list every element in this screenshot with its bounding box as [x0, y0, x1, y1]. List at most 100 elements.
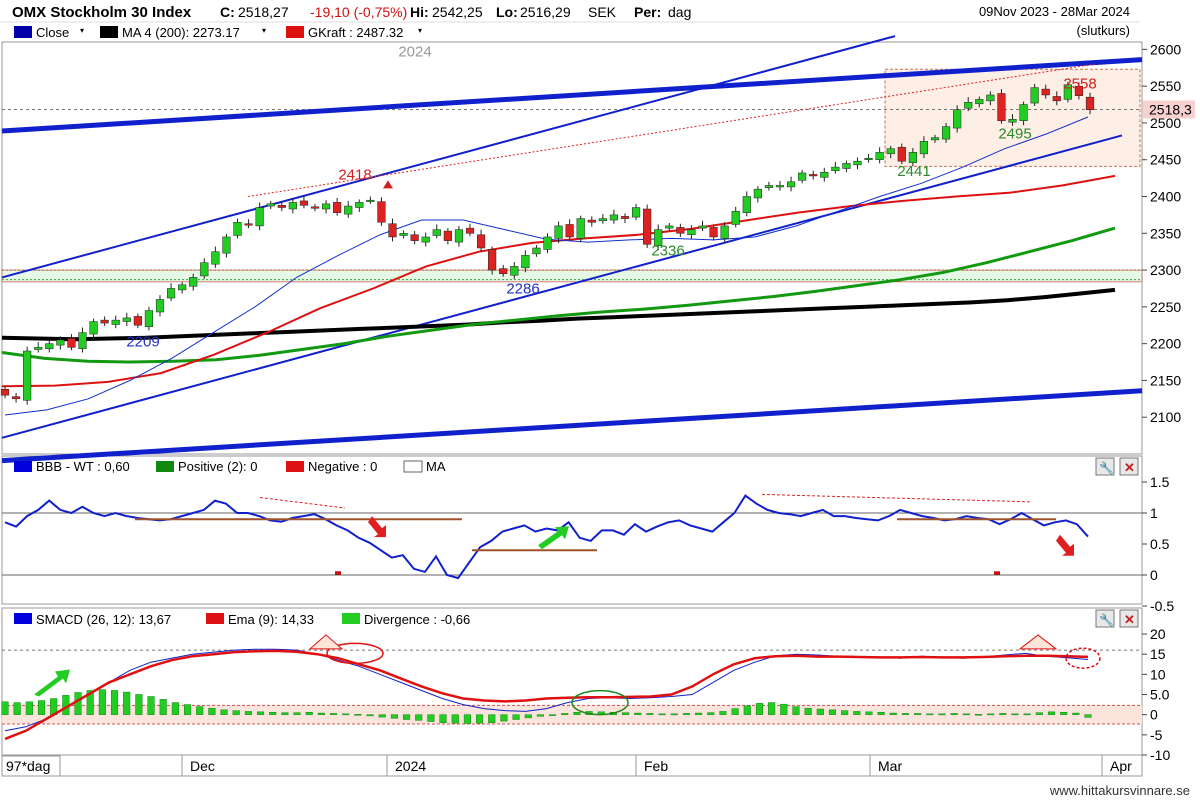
- divergence-bar: [37, 700, 46, 715]
- candle: [565, 224, 574, 238]
- legend-gkraft-label: GKraft : 2487.32: [308, 25, 403, 40]
- divergence-bar: [695, 712, 703, 715]
- divergence-bar: [305, 711, 313, 715]
- close-type: (slutkurs): [1077, 23, 1130, 38]
- candle: [687, 229, 696, 236]
- legend-ema[interactable]: Ema (9): 14,33: [206, 612, 314, 627]
- candle: [809, 174, 818, 177]
- divergence-bar: [439, 714, 447, 723]
- bbb-tick-label: 1: [1150, 505, 1158, 521]
- bbb-settings-button[interactable]: 🔧: [1095, 457, 1115, 476]
- ema-line: [4, 649, 1089, 741]
- legend-ma-box[interactable]: MA: [403, 459, 446, 474]
- legend-ma[interactable]: MA 4 (200): 2273.17 ▾: [100, 25, 266, 40]
- candle: [111, 319, 120, 325]
- divergence-bar: [1072, 712, 1080, 715]
- candle: [499, 268, 508, 275]
- smacd-settings-button[interactable]: 🔧: [1095, 609, 1115, 628]
- candle: [1052, 96, 1061, 102]
- candle: [510, 266, 519, 276]
- ma-box-swatch: [403, 460, 423, 473]
- bbb-dotted: [259, 497, 346, 509]
- legend-divergence[interactable]: Divergence : -0,66: [342, 612, 470, 627]
- support-zone: [2, 270, 1142, 283]
- candle: [554, 225, 563, 239]
- bbb-tick-label: 0: [1150, 567, 1158, 583]
- bbb-close-button[interactable]: ✕: [1119, 457, 1139, 476]
- legend-bbb[interactable]: BBB - WT : 0,60: [14, 459, 130, 474]
- divergence-bar: [415, 714, 423, 721]
- candle: [820, 171, 829, 178]
- peak-triangle: [308, 634, 344, 650]
- divergence-bar: [901, 713, 910, 715]
- dropdown-icon[interactable]: ▾: [418, 26, 422, 35]
- legend-close[interactable]: Close ▾: [14, 25, 84, 40]
- candle: [399, 233, 408, 236]
- divergence-bar: [841, 710, 849, 715]
- candle: [233, 222, 242, 236]
- candle: [764, 185, 774, 188]
- candle: [875, 152, 884, 160]
- candle: [1041, 88, 1050, 96]
- period-box[interactable]: 97*dag: [1, 755, 61, 777]
- divergence-bar: [1011, 713, 1019, 716]
- candle: [410, 234, 419, 241]
- candle: [598, 218, 607, 222]
- divergence-bar: [828, 709, 837, 715]
- legend-positive[interactable]: Positive (2): 0: [156, 459, 257, 474]
- divergence-bar: [354, 714, 362, 716]
- legend-close-label: Close: [36, 25, 69, 40]
- crossover-circle: [571, 689, 629, 716]
- legend-negative[interactable]: Negative : 0: [286, 459, 377, 474]
- divergence-bar: [877, 711, 885, 715]
- divergence-bar: [755, 703, 764, 715]
- divergence-bar: [1, 701, 9, 715]
- divergence-bar: [536, 714, 544, 717]
- y-tick-label: 2300: [1150, 262, 1181, 278]
- divergence-bar: [183, 704, 192, 715]
- divergence-bar: [281, 712, 289, 715]
- divergence-bar: [488, 714, 496, 723]
- y-tick-label: 2400: [1150, 189, 1181, 205]
- candle: [277, 205, 286, 208]
- divergence-bar: [658, 713, 666, 716]
- legend-gkraft[interactable]: GKraft : 2487.32 ▾: [286, 25, 422, 40]
- divergence-bar: [317, 712, 325, 715]
- divergence-bar: [86, 690, 94, 715]
- annotation-low_2441: 2441: [897, 163, 930, 180]
- smacd-tick-label: -5: [1150, 727, 1163, 743]
- chart-title: OMX Stockholm 30 Index: [12, 4, 192, 21]
- candle: [1030, 87, 1039, 104]
- negative-bar: [994, 571, 1000, 575]
- divergence-bar: [269, 711, 277, 715]
- candle: [753, 188, 762, 199]
- divergence-bar: [889, 712, 897, 715]
- down-arrow-icon: [368, 516, 386, 538]
- smacd-close-button[interactable]: ✕: [1119, 609, 1139, 628]
- annotation-peak_2418: 2418: [338, 167, 371, 184]
- candle: [488, 249, 497, 271]
- y-tick-label: 2200: [1150, 336, 1181, 352]
- annotation-low_2495: 2495: [998, 125, 1031, 142]
- candle: [388, 223, 397, 238]
- candle: [521, 255, 530, 269]
- candle: [0, 389, 10, 396]
- candle: [266, 203, 275, 207]
- dropdown-icon[interactable]: ▾: [80, 26, 84, 35]
- candle: [941, 126, 951, 140]
- candle: [244, 223, 253, 226]
- candle: [576, 218, 585, 239]
- divergence-bar: [427, 714, 435, 722]
- divergence-bar: [25, 701, 33, 715]
- candle: [997, 93, 1006, 121]
- dropdown-icon[interactable]: ▾: [262, 26, 266, 35]
- divergence-bar: [670, 713, 678, 716]
- change-value: -19,10 (-0,75%): [310, 4, 407, 20]
- candle: [89, 321, 98, 335]
- candle: [665, 225, 674, 229]
- divergence-bar: [403, 714, 411, 720]
- watermark: www.hittakursvinnare.se: [1049, 783, 1190, 798]
- candle: [1063, 84, 1072, 100]
- legend-smacd[interactable]: SMACD (26, 12): 13,67: [14, 612, 171, 627]
- close-value: 2518,27: [238, 4, 289, 20]
